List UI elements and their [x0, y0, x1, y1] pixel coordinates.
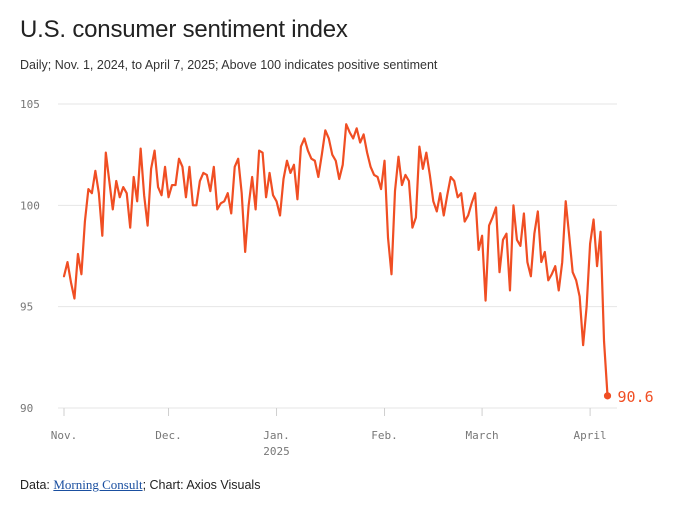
x-tick-label: Feb.	[371, 429, 398, 442]
line-chart: 90 95 100 105 Nov. Dec. Jan. 2025 Feb. March Apri…	[20, 98, 654, 458]
y-tick-label-90: 90	[20, 402, 33, 415]
x-tick-label: March	[466, 429, 499, 442]
y-tick-label-95: 95	[20, 301, 33, 314]
chart-subtitle: Daily; Nov. 1, 2024, to April 7, 2025; A…	[20, 58, 438, 72]
x-tick-label: Jan.	[263, 429, 290, 442]
x-tick-label: Nov.	[51, 429, 78, 442]
y-tick-label-105: 105	[20, 98, 40, 111]
series-layer: 90.6	[62, 123, 654, 406]
source-note: Data: Morning Consult; Chart: Axios Visu…	[20, 477, 260, 493]
source-link[interactable]: Morning Consult	[53, 477, 143, 492]
x-axis: Nov. Dec. Jan. 2025 Feb. March April	[51, 408, 607, 458]
end-value-label: 90.6	[618, 388, 654, 406]
source-prefix: Data:	[20, 478, 54, 492]
source-suffix: ; Chart: Axios Visuals	[142, 478, 261, 492]
x-tick-label: Dec.	[155, 429, 182, 442]
gridlines	[58, 103, 617, 409]
y-axis-tick-labels: 90 95 100 105	[20, 98, 40, 415]
end-point-marker	[603, 392, 612, 400]
x-tick-sublabel: 2025	[263, 445, 290, 458]
x-tick-label: April	[574, 429, 607, 442]
y-tick-label-100: 100	[20, 199, 40, 212]
chart-title: U.S. consumer sentiment index	[20, 16, 348, 43]
series-line	[62, 123, 609, 397]
